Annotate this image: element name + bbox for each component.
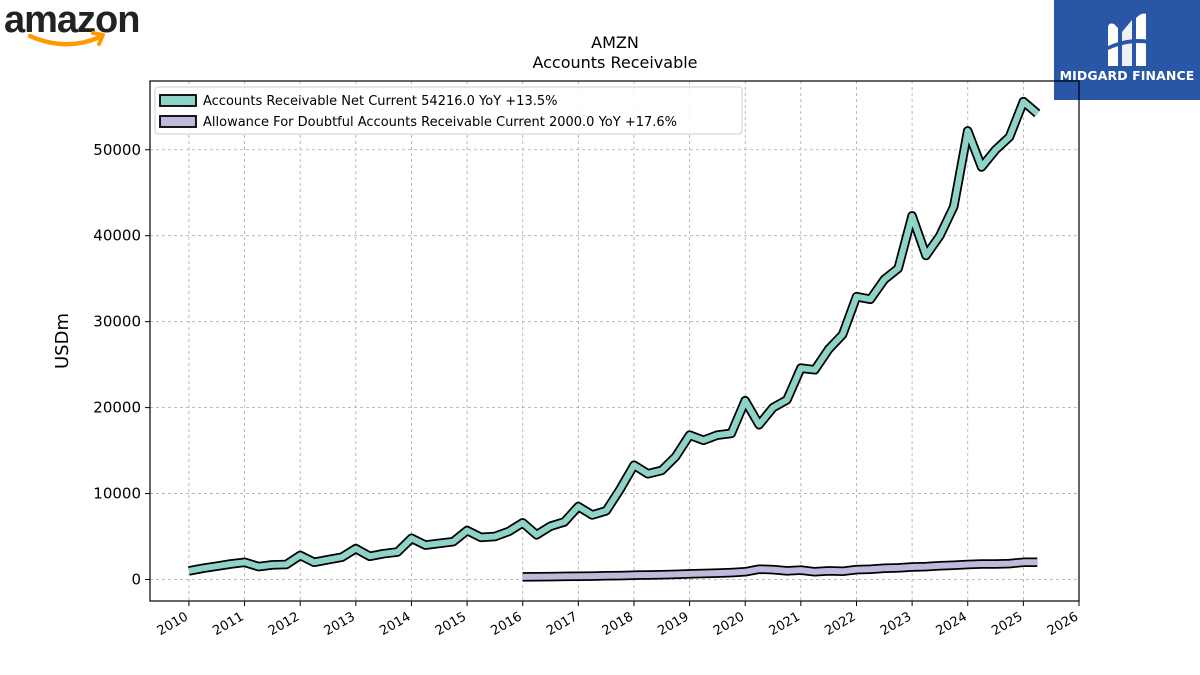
x-tick-label: 2026	[1045, 609, 1081, 639]
chart-title: AMZN	[591, 33, 639, 52]
legend-swatch	[159, 94, 197, 107]
x-tick-label: 2010	[155, 609, 191, 639]
plot-frame	[149, 80, 1080, 602]
amazon-logo: amazon	[4, 0, 140, 47]
series-line	[188, 98, 1040, 574]
chart-subtitle: Accounts Receivable	[532, 53, 697, 72]
x-tick-label: 2016	[489, 609, 525, 639]
amazon-arrow-icon	[91, 31, 105, 46]
legend-label: Allowance For Doubtful Accounts Receivab…	[203, 115, 677, 130]
legend: Accounts Receivable Net Current 54216.0 …	[154, 86, 743, 135]
x-tick-label: 2020	[711, 609, 747, 639]
legend-swatch	[159, 115, 197, 128]
y-axis-label: USDm	[52, 313, 73, 369]
legend-box	[154, 86, 743, 135]
series-1	[188, 96, 1041, 576]
x-tick-label: 2011	[210, 609, 246, 639]
x-tick-label: 2019	[655, 609, 691, 639]
x-tick-label: 2021	[767, 609, 803, 639]
midgard-finance-logo: MIDGARD FINANCE	[1054, 0, 1200, 100]
x-tick-label: 2018	[600, 609, 636, 639]
x-tick-label: 2024	[934, 609, 970, 639]
series-layer	[188, 96, 1041, 582]
x-tick-label: 2015	[433, 609, 469, 639]
series-line	[522, 559, 1038, 580]
x-tick-label: 2022	[822, 609, 858, 639]
y-tick-label: 30000	[93, 313, 141, 331]
y-tick-label: 20000	[93, 399, 141, 417]
y-tick-label: 0	[131, 571, 141, 589]
series-2	[522, 557, 1038, 582]
y-tick-label: 50000	[93, 141, 141, 159]
amazon-logo-text: amazon	[4, 0, 139, 41]
x-tick-label: 2012	[266, 609, 302, 639]
legend-label: Accounts Receivable Net Current 54216.0 …	[203, 94, 558, 109]
y-tick-label: 10000	[93, 485, 141, 503]
x-tick-label: 2025	[989, 609, 1025, 639]
x-tick-label: 2023	[878, 609, 914, 639]
amazon-smile-icon	[27, 33, 103, 47]
midgard-logo-text: MIDGARD FINANCE	[1059, 68, 1195, 83]
y-tick-label: 40000	[93, 227, 141, 245]
x-tick-label: 2014	[377, 609, 413, 639]
grid	[150, 81, 1080, 601]
midgard-logo-icon	[1104, 13, 1150, 66]
x-tick-label: 2017	[544, 609, 580, 639]
x-tick-label: 2013	[322, 609, 358, 639]
